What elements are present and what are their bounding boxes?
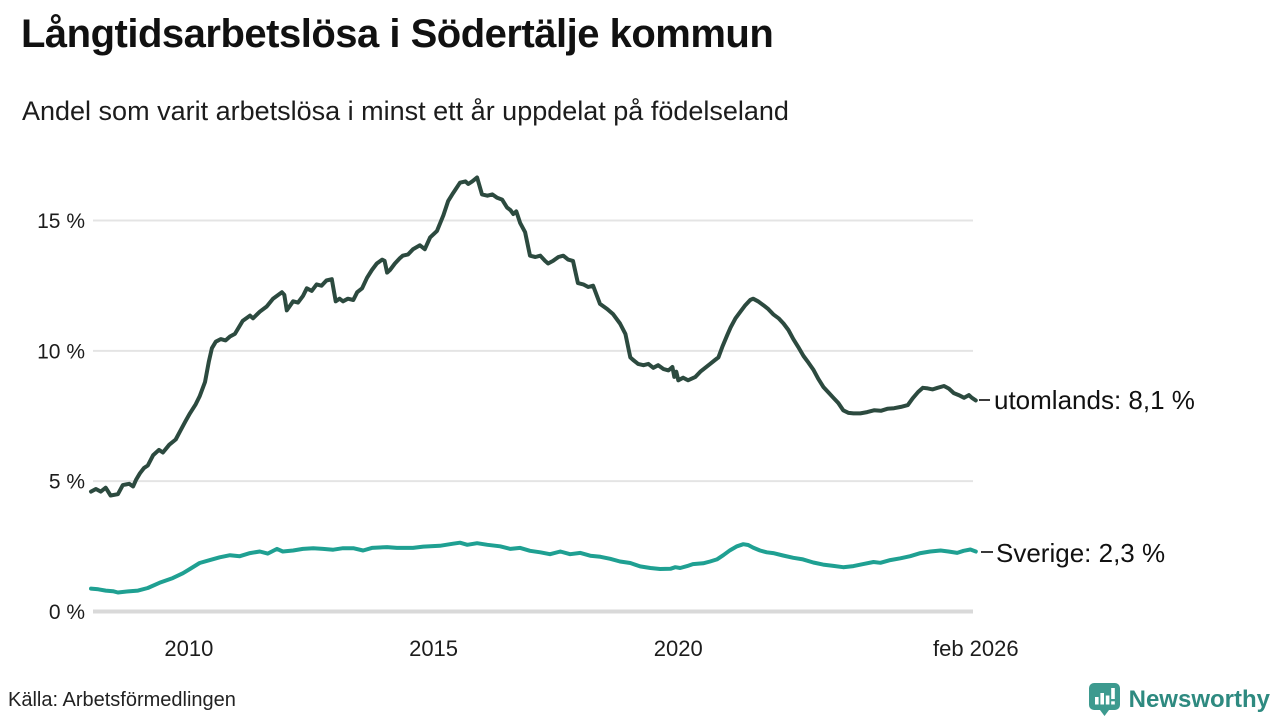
gridlines (93, 219, 973, 614)
page-subtitle: Andel som varit arbetslösa i minst ett å… (22, 96, 789, 126)
y-axis-tick-label: 15 % (37, 210, 85, 233)
x-axis-tick-label: 2010 (164, 636, 213, 661)
source-note: Källa: Arbetsförmedlingen (8, 689, 236, 711)
x-axis-tick-labels: 2010 2015 2020 feb 2026 (164, 636, 1018, 661)
brand-logo: Newsworthy (1088, 683, 1270, 717)
x-axis-tick-label: 2015 (409, 636, 458, 661)
newsworthy-icon (1088, 683, 1120, 716)
x-axis-tick-label: feb 2026 (933, 636, 1019, 661)
sverige-end-label: Sverige: 2,3 % (996, 538, 1165, 568)
y-axis-tick-label: 5 % (49, 471, 85, 494)
series-line-utomlands (89, 175, 978, 498)
brand-wordmark: Newsworthy (1128, 686, 1270, 713)
series-lines (89, 175, 978, 595)
series-line-Sverige (89, 540, 978, 595)
page-title: Långtidsarbetslösa i Södertälje kommun (21, 12, 774, 56)
y-axis-tick-labels: 0 % 5 % 10 % 15 % (37, 210, 85, 624)
y-axis-tick-label: 0 % (49, 601, 85, 624)
utomlands-end-label: utomlands: 8,1 % (994, 385, 1195, 415)
x-axis-tick-label: 2020 (654, 636, 703, 661)
y-axis-tick-label: 10 % (37, 340, 85, 363)
